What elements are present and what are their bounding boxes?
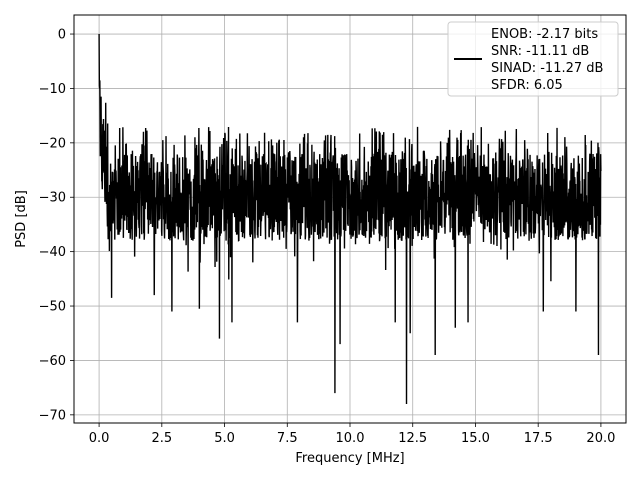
legend-box xyxy=(447,21,619,97)
y-tick-label: −40 xyxy=(39,245,66,260)
legend-sinad: SINAD: -11.27 dB xyxy=(491,61,603,76)
x-tick-label: 20.0 xyxy=(586,431,615,446)
x-tick-label: 7.5 xyxy=(277,431,298,446)
y-tick-label: −10 xyxy=(39,82,66,97)
x-axis-label: Frequency [MHz] xyxy=(295,451,404,466)
y-axis-label: PSD [dB] xyxy=(14,190,29,248)
y-tick-label: −20 xyxy=(39,136,66,151)
x-tick-label: 10.0 xyxy=(336,431,365,446)
x-tick-label: 15.0 xyxy=(461,431,490,446)
x-tick-label: 12.5 xyxy=(398,431,427,446)
ticks: 0.0 2.5 5.0 7.5 10.0 12.5 15.0 17.5 20.0 0 −10 −20 −… xyxy=(39,28,616,446)
x-tick-label: 5.0 xyxy=(214,431,235,446)
x-tick-label: 17.5 xyxy=(524,431,553,446)
legend-sfdr: SFDR: 6.05 xyxy=(491,78,563,93)
legend-snr: SNR: -11.11 dB xyxy=(491,44,589,59)
x-tick-label: 2.5 xyxy=(151,431,172,446)
x-tick-label: 0.0 xyxy=(89,431,110,446)
y-tick-label: 0 xyxy=(58,28,66,43)
plot-area xyxy=(98,34,602,404)
legend-enob: ENOB: -2.17 bits xyxy=(491,27,598,42)
y-tick-label: −60 xyxy=(39,354,66,369)
y-tick-label: −50 xyxy=(39,300,66,315)
y-tick-label: −70 xyxy=(39,408,66,423)
legend: ENOB: -2.17 bits SNR: -11.11 dB SINAD: -… xyxy=(447,21,619,97)
y-tick-label: −30 xyxy=(39,191,66,206)
psd-series-line xyxy=(98,34,602,404)
